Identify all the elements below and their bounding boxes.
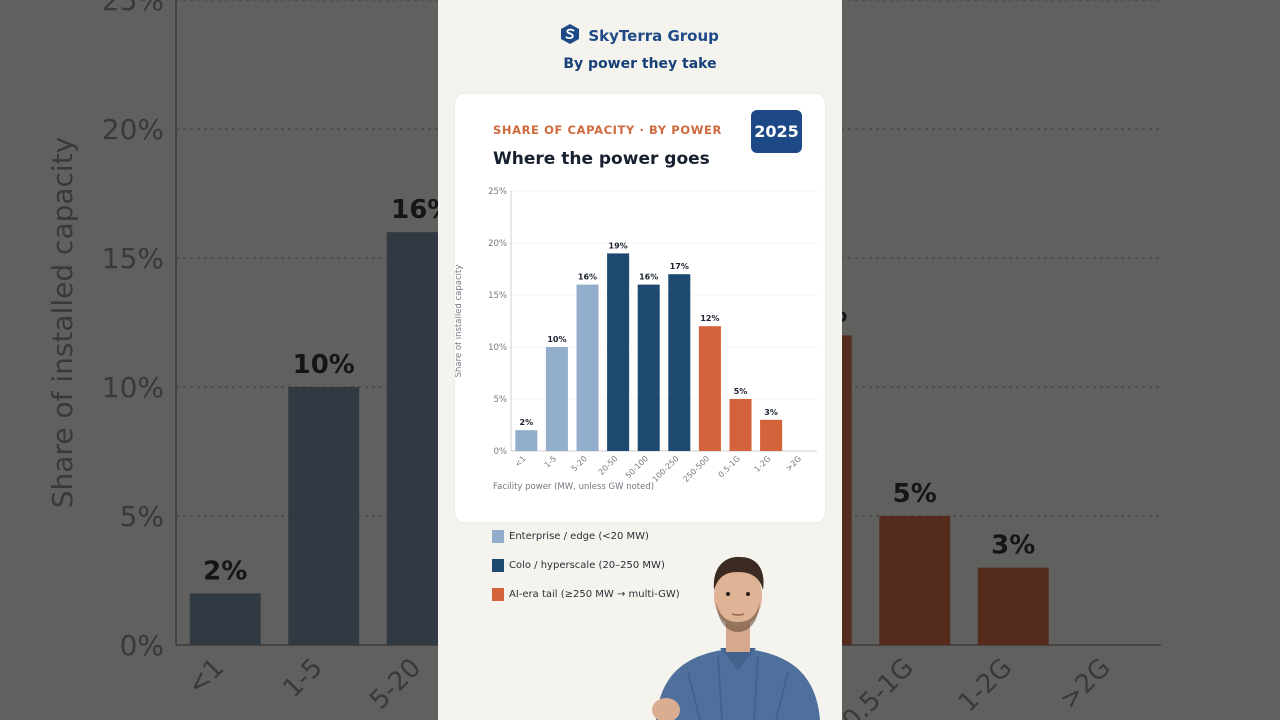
x-tick-label: >2G (784, 454, 803, 473)
chart-kicker: SHARE OF CAPACITY · BY POWER (493, 123, 722, 137)
x-tick-label: 50-100 (624, 454, 650, 480)
x-tick-label: 100-250 (651, 454, 681, 484)
hexagon-s-logo-icon (561, 24, 580, 48)
y-tick-label: 15% (488, 291, 507, 301)
bar-value-label: 17% (670, 262, 689, 271)
bar-value-label: 19% (609, 241, 628, 250)
presenter-image (652, 556, 820, 720)
legend-label: Colo / hyperscale (20–250 MW) (509, 560, 665, 571)
bar (545, 347, 568, 451)
bar (729, 399, 752, 451)
x-tick-label: <1 (513, 454, 528, 469)
x-tick-label: 20-50 (597, 454, 620, 477)
y-axis-label: Share of installed capacity (455, 265, 464, 378)
bar-value-label: 5% (734, 387, 748, 396)
legend-item-enterprise: Enterprise / edge (<20 MW) (492, 530, 649, 543)
bar (607, 253, 630, 451)
brand-name: SkyTerra Group (588, 27, 719, 45)
legend-swatch (492, 559, 504, 572)
y-tick-label: 5% (494, 395, 508, 405)
bar-value-label: 16% (639, 273, 658, 282)
x-tick-label: 1-2G (753, 454, 773, 474)
x-tick-label: 0.5-1G (717, 454, 742, 479)
legend-swatch (492, 588, 504, 601)
legend-item-colo: Colo / hyperscale (20–250 MW) (492, 559, 665, 572)
bar (668, 274, 691, 451)
bar (760, 419, 783, 451)
x-tick-label: 5-20 (570, 454, 589, 473)
y-tick-label: 0% (494, 447, 508, 457)
subheading: By power they take (563, 56, 717, 72)
brand-header: SkyTerra Group (438, 24, 842, 48)
legend-swatch (492, 530, 504, 543)
y-tick-label: 20% (488, 239, 507, 249)
x-axis-caption: Facility power (MW, unless GW noted) (493, 482, 655, 492)
bar (576, 284, 599, 451)
bar-value-label: 2% (520, 418, 534, 427)
chart-title: Where the power goes (493, 149, 710, 169)
bar (515, 430, 538, 451)
x-tick-label: 250-500 (681, 454, 711, 484)
bar-value-label: 12% (700, 314, 719, 323)
bar-value-label: 10% (547, 335, 566, 344)
y-tick-label: 10% (488, 343, 507, 353)
legend-item-ai-era: AI-era tail (≥250 MW → multi-GW) (492, 588, 680, 601)
bar-value-label: 16% (578, 273, 597, 282)
year-badge: 2025 (751, 110, 802, 153)
bar-value-label: 3% (764, 408, 778, 417)
content-panel: SkyTerra Group By power they take SHARE … (438, 0, 842, 720)
plot: 0% 5% 10% 15% 20% 25% Share of installed capac… (455, 187, 817, 484)
x-tick-label: 1-5 (543, 454, 559, 470)
bar-chart: 0% 5% 10% 15% 20% 25% Share of installed capac… (455, 187, 817, 484)
chart-card: SHARE OF CAPACITY · BY POWER Where the p… (454, 93, 826, 523)
bar (698, 326, 721, 451)
legend-label: AI-era tail (≥250 MW → multi-GW) (509, 589, 680, 600)
y-tick-label: 25% (488, 187, 507, 197)
legend-label: Enterprise / edge (<20 MW) (509, 531, 649, 542)
bar (637, 284, 660, 451)
